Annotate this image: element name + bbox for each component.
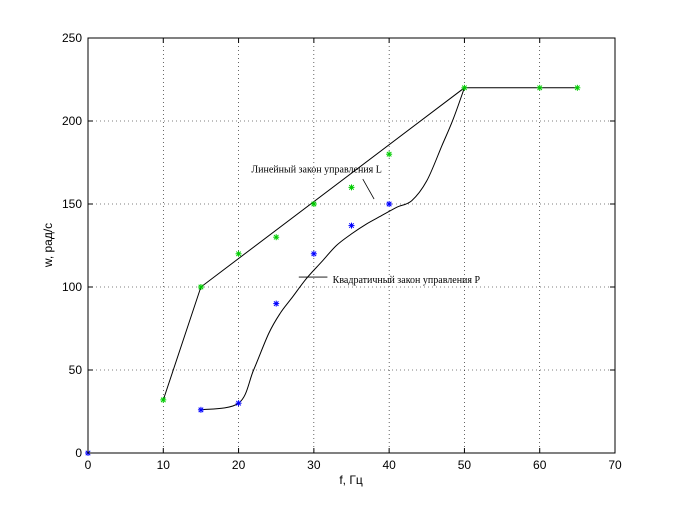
marker-blue-stars [197, 406, 204, 413]
y-tick-label: 100 [62, 280, 82, 294]
marker-green-stars [235, 250, 242, 257]
markers [85, 84, 581, 456]
y-tick-label: 250 [62, 31, 82, 45]
x-axis-label: f, Гц [339, 473, 363, 487]
marker-blue-stars [386, 201, 393, 207]
plot-frame [87, 37, 616, 454]
x-tick-label: 20 [232, 458, 246, 472]
marker-blue-stars [235, 400, 242, 407]
y-tick-label: 0 [75, 446, 82, 460]
marker-green-stars [536, 84, 543, 91]
marker-green-stars [461, 84, 468, 91]
x-tick-label: 30 [307, 458, 321, 472]
marker-blue-stars [310, 250, 317, 257]
marker-green-stars [574, 84, 581, 91]
x-tick-label: 0 [85, 458, 92, 472]
curves [162, 87, 578, 411]
marker-green-stars [310, 201, 317, 207]
marker-green-stars [348, 184, 355, 191]
marker-green-stars [160, 396, 167, 403]
marker-green-stars [386, 151, 393, 158]
marker-blue-stars [348, 222, 355, 229]
marker-blue-stars [273, 300, 280, 307]
marker-green-stars [197, 284, 204, 290]
curve-linear [162, 87, 578, 401]
annotation-linear-law: Линейный закон управления L [251, 164, 382, 175]
y-tick-label: 200 [62, 114, 82, 128]
annotation-quadratic-law: Квадратичный закон управления P [333, 275, 481, 286]
x-tick-label: 40 [382, 458, 396, 472]
ticks: 0 10 20 30 40 50 60 70 0 50 100 150 200 250 [62, 31, 622, 472]
x-tick-label: 50 [458, 458, 472, 472]
annotation-pointer-linear-law [362, 178, 375, 200]
x-tick-label: 70 [608, 458, 622, 472]
x-tick-label: 60 [533, 458, 547, 472]
y-axis-label: w, рад/с [41, 223, 55, 268]
plot-area [88, 38, 615, 453]
marker-green-stars [273, 234, 280, 241]
y-tick-label: 150 [62, 197, 82, 211]
y-tick-label: 50 [69, 363, 83, 377]
annotations: Линейный закон управления L Квадратичный … [251, 164, 480, 285]
x-tick-label: 10 [157, 458, 171, 472]
curve-quadratic [200, 87, 465, 411]
